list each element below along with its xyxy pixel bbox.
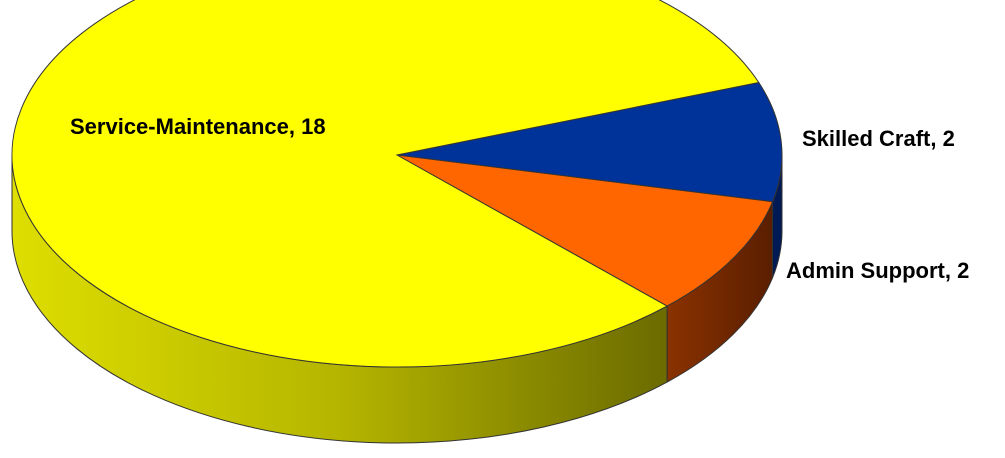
slice-skilled-craft bbox=[396, 81, 783, 203]
pie-slices bbox=[11, 0, 783, 368]
slice-service-maintenance bbox=[11, 0, 760, 368]
slice-label-service-maintenance: Service-Maintenance, 18 bbox=[70, 114, 326, 139]
slice-label-skilled-craft: Skilled Craft, 2 bbox=[802, 126, 955, 151]
slice-admin-support bbox=[396, 154, 774, 307]
data-labels: Service-Maintenance, 18 Skilled Craft, 2… bbox=[70, 114, 969, 283]
slice-label-admin-support: Admin Support, 2 bbox=[786, 258, 969, 283]
